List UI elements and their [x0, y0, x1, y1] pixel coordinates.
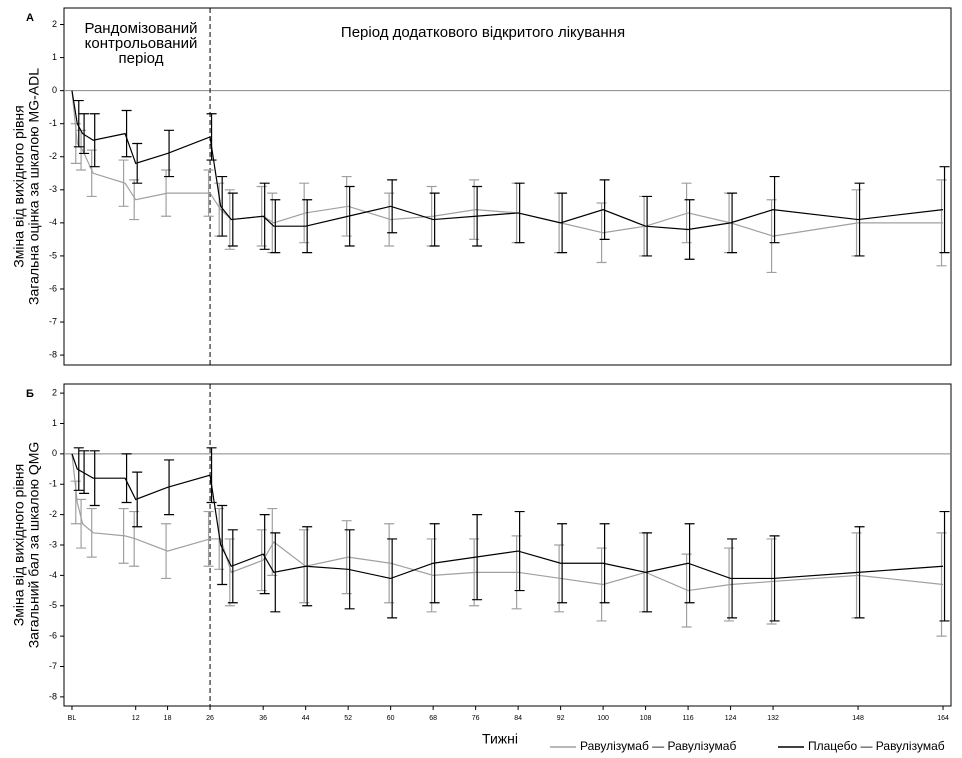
x-tick-label: 18: [164, 715, 172, 722]
y-tick-label: -8: [49, 691, 57, 701]
y-tick-label: -7: [49, 316, 57, 326]
y-tick-label: 1: [52, 52, 57, 62]
x-tick-label: 52: [344, 715, 352, 722]
y-tick-label: -4: [49, 217, 57, 227]
error-bar: [79, 113, 90, 155]
series-line: [71, 90, 944, 231]
y-tick-label: -4: [49, 570, 57, 580]
x-tick-label: 124: [725, 715, 737, 722]
error-bar: [939, 510, 950, 622]
x-tick-label: 26: [206, 715, 214, 722]
y-tick-label: -2: [49, 151, 57, 161]
y-tick-label: -6: [49, 631, 57, 641]
x-tick-label: 100: [597, 715, 609, 722]
y-tick-label: -3: [49, 539, 57, 549]
y-tick-label: 1: [52, 418, 57, 428]
legend-label: Плацебо — Равулізумаб: [808, 739, 945, 753]
plot-frame: [63, 7, 952, 366]
y-tick-label: -5: [49, 250, 57, 260]
annotation: контрольований: [85, 35, 198, 52]
error-bar: [217, 175, 228, 237]
error-bar: [259, 182, 270, 250]
annotation: Рандомізований: [84, 20, 197, 37]
error-bar: [224, 189, 235, 250]
error-bar: [206, 447, 217, 504]
y-tick-label: -1: [49, 479, 57, 489]
error-bar: [73, 99, 84, 148]
y-tick-label: 0: [52, 448, 57, 458]
y-tick-label: -6: [49, 283, 57, 293]
x-tick-label: 68: [429, 715, 437, 722]
series-line: [71, 453, 944, 592]
error-bar: [217, 504, 228, 586]
y-tick-label: -8: [49, 349, 57, 359]
series-line: [71, 90, 944, 237]
annotation: Період додаткового відкритого лікування: [341, 24, 625, 41]
x-tick-label: 12: [132, 715, 140, 722]
x-tick-label: 164: [937, 715, 949, 722]
error-bar: [76, 498, 87, 549]
panel-letter: А: [26, 12, 34, 24]
x-tick-label: 116: [683, 715, 694, 722]
y-axis-label: Загальний бал за шкалою QMG: [26, 442, 42, 649]
y-tick-label: 2: [52, 19, 57, 29]
error-bar: [73, 447, 84, 491]
x-tick-label: 36: [259, 715, 267, 722]
y-tick-label: -3: [49, 184, 57, 194]
y-tick-label: -1: [49, 118, 57, 128]
y-tick-label: 0: [52, 85, 57, 95]
panel-letter: Б: [26, 388, 34, 400]
x-tick-label: 84: [514, 715, 522, 722]
error-bar: [79, 450, 90, 494]
x-tick-label: 132: [767, 715, 779, 722]
y-tick-label: 2: [52, 387, 57, 397]
x-tick-label: 108: [640, 715, 652, 722]
error-bar: [259, 514, 270, 595]
y-axis-label: Зміна від вихідного рівня: [11, 105, 27, 267]
x-tick-label: BL: [68, 715, 77, 722]
x-tick-label: 44: [302, 715, 310, 722]
error-bar: [121, 453, 132, 504]
annotation: період: [119, 50, 164, 67]
x-tick-label: 148: [852, 715, 864, 722]
error-bar: [206, 113, 217, 161]
series-line: [71, 453, 944, 580]
y-axis-label: Загальна оцінка за шкалою MG-ADL: [26, 68, 42, 305]
error-bar: [86, 507, 97, 558]
x-tick-label: 76: [472, 715, 480, 722]
x-axis-label: Тижні: [482, 731, 518, 747]
error-bar: [121, 109, 132, 158]
x-tick-label: 60: [387, 715, 395, 722]
y-tick-label: -2: [49, 509, 57, 519]
x-tick-label: 92: [557, 715, 565, 722]
legend-label: Равулізумаб — Равулізумаб: [580, 739, 736, 753]
plot-frame: [63, 383, 952, 707]
y-tick-label: -7: [49, 661, 57, 671]
y-tick-label: -5: [49, 600, 57, 610]
error-bar: [939, 166, 950, 254]
y-axis-label: Зміна від вихідного рівня: [11, 464, 27, 626]
